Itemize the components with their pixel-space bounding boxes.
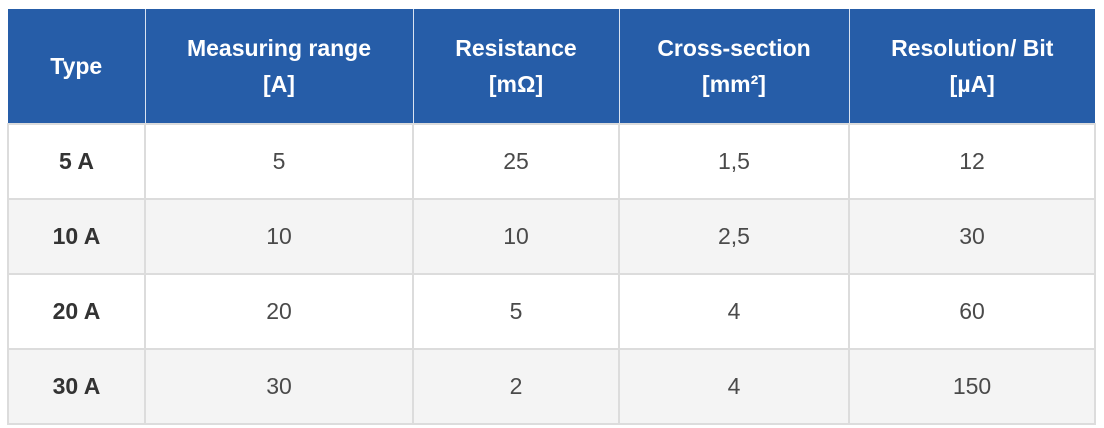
cell-resistance: 10	[412, 198, 620, 274]
table-row: 30 A 30 2 4 150	[7, 348, 1096, 425]
cell-resolution: 60	[848, 273, 1096, 349]
cell-type: 5 A	[7, 123, 146, 199]
cell-cross-section: 1,5	[618, 123, 850, 199]
cell-resolution: 30	[848, 198, 1096, 274]
header-measuring-range-label: Measuring range	[186, 35, 372, 61]
cell-resistance: 5	[412, 273, 620, 349]
header-cross-section-unit: [mm²]	[702, 71, 766, 97]
cell-resistance: 2	[412, 348, 620, 425]
cell-measuring-range: 30	[144, 348, 414, 425]
header-measuring-range-unit: [A]	[263, 71, 295, 97]
table-body: 5 A 5 25 1,5 12 10 A 10 10 2,5 30 20 A 2…	[7, 123, 1096, 425]
header-resistance: Resistance [mΩ]	[413, 9, 620, 124]
cell-measuring-range: 5	[144, 123, 414, 199]
table-row: 20 A 20 5 4 60	[7, 273, 1096, 349]
header-cross-section-label: Cross-section	[657, 35, 811, 61]
header-type: Type	[8, 9, 146, 124]
cell-resolution: 12	[848, 123, 1096, 199]
table-header: Type Measuring range [A] Resistance [mΩ]…	[8, 9, 1095, 124]
cell-cross-section: 2,5	[618, 198, 850, 274]
cell-cross-section: 4	[618, 273, 850, 349]
cell-measuring-range: 10	[144, 198, 414, 274]
cell-resolution: 150	[848, 348, 1096, 425]
cell-resistance: 25	[412, 123, 620, 199]
table-row: 5 A 5 25 1,5 12	[7, 123, 1096, 199]
header-resistance-unit: [mΩ]	[488, 71, 544, 97]
table-row: 10 A 10 10 2,5 30	[7, 198, 1096, 274]
header-resolution-unit: [µA]	[949, 71, 995, 97]
cell-type: 30 A	[7, 348, 146, 425]
header-resistance-label: Resistance	[455, 35, 577, 61]
cell-type: 20 A	[7, 273, 146, 349]
header-cross-section: Cross-section [mm²]	[619, 9, 850, 124]
cell-measuring-range: 20	[144, 273, 414, 349]
header-measuring-range: Measuring range [A]	[145, 9, 414, 124]
header-resolution-label: Resolution/ Bit	[891, 35, 1054, 61]
header-row: Type Measuring range [A] Resistance [mΩ]…	[8, 9, 1095, 124]
cell-type: 10 A	[7, 198, 146, 274]
header-resolution: Resolution/ Bit [µA]	[849, 9, 1095, 124]
spec-table: Type Measuring range [A] Resistance [mΩ]…	[7, 9, 1096, 425]
header-type-label: Type	[50, 53, 103, 79]
cell-cross-section: 4	[618, 348, 850, 425]
